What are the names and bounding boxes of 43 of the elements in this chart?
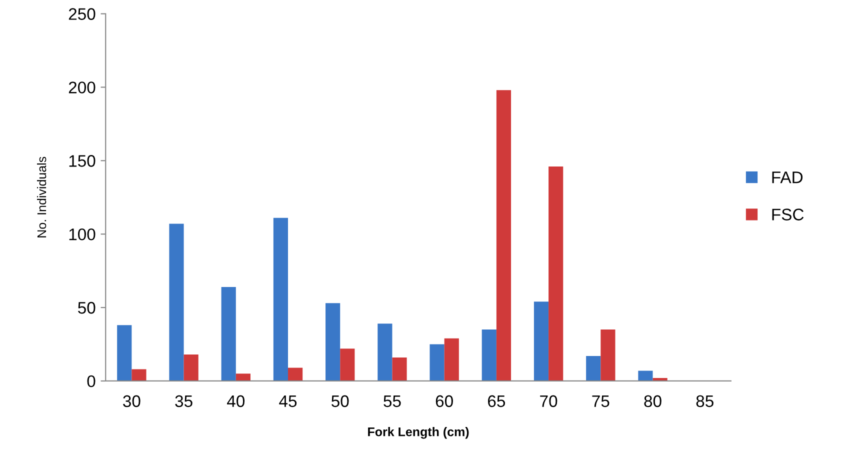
bar bbox=[273, 218, 288, 381]
x-tick-label: 70 bbox=[540, 395, 558, 408]
x-tick-label: 35 bbox=[175, 395, 192, 408]
bar bbox=[288, 368, 303, 381]
y-tick-label: 150 bbox=[69, 155, 96, 167]
y-tick-label: 100 bbox=[69, 228, 96, 240]
x-tick-label: 30 bbox=[123, 395, 140, 408]
x-tick-label: 75 bbox=[592, 395, 610, 408]
bar bbox=[548, 166, 564, 381]
x-tick-label: 65 bbox=[488, 395, 506, 408]
bar bbox=[600, 330, 616, 381]
bar bbox=[117, 325, 132, 381]
x-tick-label: 55 bbox=[384, 395, 401, 408]
bar bbox=[444, 338, 459, 381]
x-tick-label: 80 bbox=[644, 395, 662, 408]
y-tick-label: 50 bbox=[78, 302, 96, 314]
bar bbox=[482, 330, 496, 381]
bar bbox=[496, 90, 512, 381]
bar bbox=[132, 369, 146, 381]
legend-label: FSC bbox=[772, 208, 804, 220]
bar bbox=[534, 302, 549, 381]
bar bbox=[169, 224, 184, 381]
bar bbox=[378, 324, 392, 381]
y-tick-label: 0 bbox=[87, 375, 96, 388]
x-tick-label: 60 bbox=[436, 395, 453, 408]
bar bbox=[184, 354, 198, 381]
bar bbox=[586, 356, 601, 381]
bar bbox=[221, 286, 236, 381]
bar bbox=[340, 348, 355, 381]
legend-label: FAD bbox=[772, 172, 803, 184]
y-tick-label: 250 bbox=[68, 8, 96, 20]
x-tick-label: 50 bbox=[332, 395, 349, 408]
bar bbox=[236, 374, 250, 381]
x-tick-label: 45 bbox=[279, 395, 297, 408]
bar bbox=[638, 370, 653, 381]
y-tick-label: 200 bbox=[68, 82, 96, 94]
bar bbox=[392, 357, 407, 381]
x-tick-label: 85 bbox=[696, 395, 714, 408]
bar bbox=[326, 303, 340, 381]
bar bbox=[430, 344, 444, 381]
x-axis-title: Fork Length (cm) bbox=[368, 427, 469, 439]
x-tick-label: 40 bbox=[227, 395, 245, 408]
y-axis-title: No. Individuals bbox=[37, 156, 46, 238]
